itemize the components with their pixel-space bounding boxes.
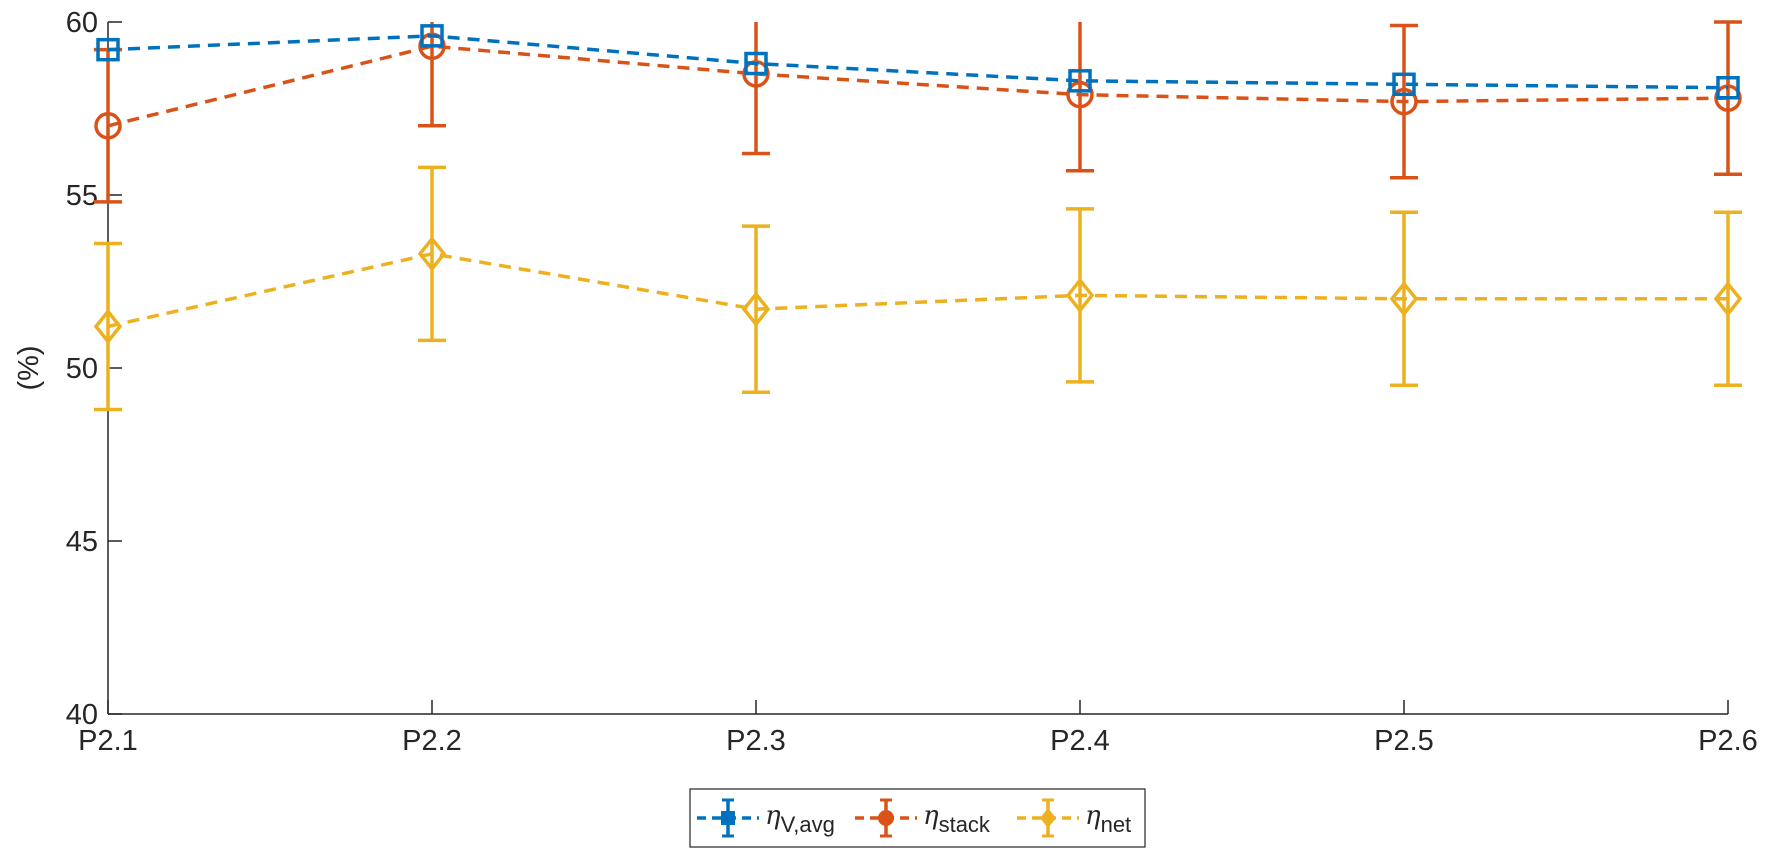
- data-point-square: [1392, 72, 1416, 97]
- x-tick-label: P2.3: [726, 725, 786, 757]
- data-point-diamond: [1389, 280, 1419, 317]
- series-net: [93, 165, 1743, 412]
- data-point-square: [1068, 69, 1092, 93]
- data-point-circle: [1066, 80, 1094, 109]
- series: [93, 20, 1743, 412]
- x-tick-label: P2.5: [1374, 725, 1434, 757]
- legend: ηV,avg ηstack ηnet: [689, 788, 1146, 848]
- legend-marker-circle: [878, 810, 894, 826]
- series-line: [107, 34, 1729, 90]
- data-point-square: [744, 51, 768, 76]
- y-tick-label: 60: [66, 7, 98, 39]
- x-tick-label: P2.1: [78, 725, 138, 757]
- data-point-diamond: [93, 308, 123, 345]
- y-ticks: 40 45 50 55 60: [66, 7, 122, 731]
- x-tick-label: P2.4: [1050, 725, 1110, 757]
- series-v-avg: [96, 24, 1740, 100]
- x-tick-label: P2.6: [1698, 725, 1758, 757]
- legend-entry: ηV,avg: [697, 798, 835, 838]
- x-tick-label: P2.2: [402, 725, 462, 757]
- legend-entry: ηnet: [1017, 798, 1131, 838]
- series-stack: [94, 20, 1742, 204]
- axes: [107, 22, 1728, 715]
- y-tick-label: 45: [66, 526, 98, 558]
- legend-label: ηnet: [1085, 801, 1131, 837]
- data-point-diamond: [1065, 277, 1095, 314]
- data-point-diamond: [741, 291, 771, 327]
- data-point-square: [96, 37, 120, 62]
- y-tick-label: 50: [66, 353, 98, 385]
- data-point-diamond: [417, 236, 447, 272]
- legend-marker-diamond: [1040, 808, 1056, 828]
- legend-label: ηstack: [923, 801, 991, 837]
- y-tick-label: 55: [66, 180, 98, 212]
- data-point-square: [420, 24, 444, 48]
- data-point-circle: [94, 112, 122, 140]
- legend-label: ηV,avg: [765, 801, 835, 837]
- data-point-square: [1716, 75, 1740, 100]
- legend-entry: ηstack: [855, 798, 991, 838]
- x-ticks: P2.1 P2.2 P2.3 P2.4 P2.5 P2.6: [78, 700, 1758, 757]
- series-line: [107, 44, 1729, 128]
- y-tick-label: 40: [66, 699, 98, 731]
- series-line: [107, 252, 1728, 329]
- data-point-circle: [1390, 87, 1418, 116]
- data-point-diamond: [1713, 280, 1743, 317]
- legend-marker-square: [721, 811, 735, 825]
- y-axis-label: (%): [13, 345, 45, 390]
